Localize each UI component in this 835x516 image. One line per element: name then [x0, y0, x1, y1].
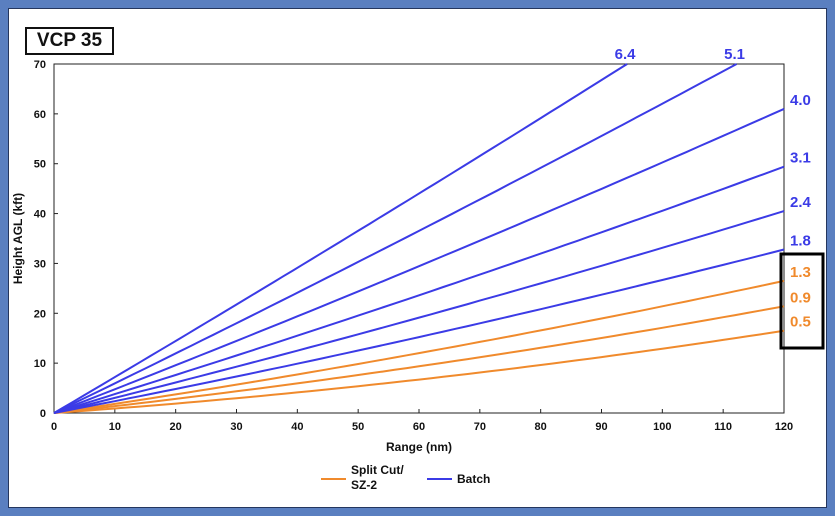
x-tick-label: 60 — [413, 421, 425, 433]
split-cut-highlight-box — [779, 252, 825, 350]
x-tick-label: 0 — [51, 421, 57, 433]
y-tick-label: 40 — [34, 209, 46, 221]
series-line-3-1 — [53, 165, 785, 414]
y-tick-label: 70 — [34, 59, 46, 71]
series-label-3-1: 3.1 — [790, 150, 811, 167]
y-axis-title: Height AGL (kft) — [11, 193, 25, 284]
series-label-1-8: 1.8 — [790, 232, 811, 249]
y-tick-label: 10 — [34, 358, 46, 370]
x-tick-label: 10 — [109, 421, 121, 433]
series-line-5-1 — [53, 63, 738, 414]
chart-frame: VCP 35 0 10 20 30 40 50 60 70 80 90 100 110 120 0 10 20… — [8, 8, 827, 508]
range-height-chart: 0 10 20 30 40 50 60 70 80 90 100 110 120 0 10 20 30 40 50 6… — [11, 46, 825, 492]
series-label-2-4: 2.4 — [790, 194, 812, 211]
legend-label-batch: Batch — [457, 472, 490, 486]
series-label-4-0: 4.0 — [790, 92, 811, 109]
plot-area-border — [53, 63, 785, 414]
x-tick-label: 100 — [653, 421, 671, 433]
legend-label-split-cut: Split Cut/ — [351, 463, 404, 477]
y-tick-label: 50 — [34, 159, 46, 171]
series-label-0-9: 0.9 — [790, 289, 811, 306]
series-line-6-4 — [53, 63, 628, 414]
x-tick-label: 20 — [170, 421, 182, 433]
series-label-6-4: 6.4 — [615, 46, 637, 63]
series-line-4-0 — [53, 107, 785, 414]
series-label-0-5: 0.5 — [790, 314, 811, 331]
x-tick-label: 40 — [291, 421, 303, 433]
x-tick-label: 80 — [535, 421, 547, 433]
x-tick-label: 30 — [230, 421, 242, 433]
x-tick-label: 50 — [352, 421, 364, 433]
legend-label-split-cut-line2: SZ-2 — [351, 478, 377, 492]
series-label-1-3: 1.3 — [790, 264, 811, 281]
series-line-1-8 — [53, 248, 785, 414]
chart-title: VCP 35 — [25, 27, 114, 55]
series-line-2-4 — [53, 210, 785, 414]
series-line-0-5 — [53, 329, 785, 414]
y-tick-label: 60 — [34, 109, 46, 121]
x-tick-label: 120 — [775, 421, 793, 433]
x-axis-title: Range (nm) — [386, 440, 452, 454]
y-tick-label: 30 — [34, 258, 46, 270]
x-tick-label: 90 — [595, 421, 607, 433]
series-line-0-9 — [53, 305, 785, 414]
x-tick-label: 70 — [474, 421, 486, 433]
series-line-1-3 — [53, 279, 785, 414]
series-label-5-1: 5.1 — [724, 46, 745, 63]
x-tick-label: 110 — [714, 421, 732, 433]
y-tick-label: 20 — [34, 308, 46, 320]
y-tick-label: 0 — [40, 408, 46, 420]
